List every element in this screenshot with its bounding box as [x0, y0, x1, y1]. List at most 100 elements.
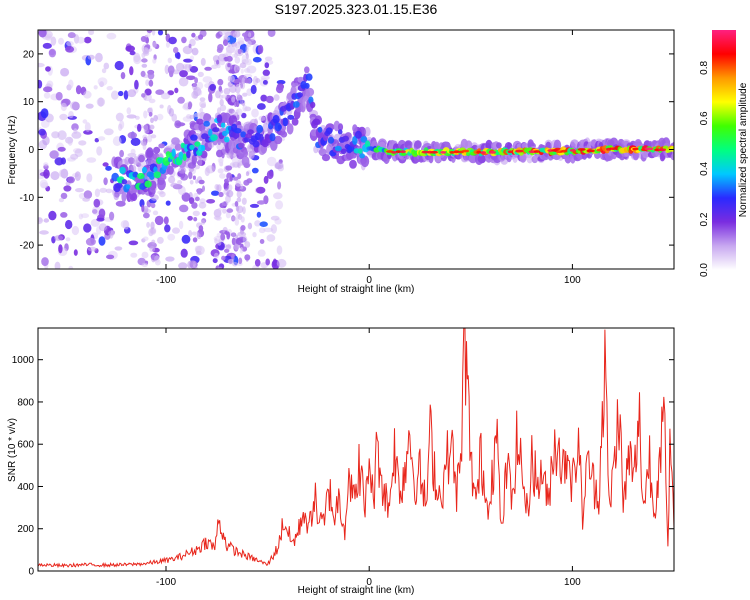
noise-blob [130, 252, 138, 258]
ridge-peak-blob [421, 150, 430, 154]
noise-blob [75, 188, 84, 193]
ridge-halo-blob [496, 142, 502, 149]
noise-blob [165, 256, 175, 262]
noise-blob [142, 134, 148, 140]
noise-column-blob [191, 202, 198, 209]
noise-blob [86, 173, 93, 183]
colorbar-tick-label: 0.6 [699, 111, 710, 125]
noise-blob [83, 90, 92, 99]
noise-blob [208, 92, 213, 103]
noise-column-blob [217, 168, 224, 174]
noise-blob [145, 79, 150, 86]
ridge-halo-blob [168, 175, 176, 184]
ridge-halo-blob [121, 190, 127, 203]
noise-blob [38, 30, 47, 38]
noise-blob [276, 258, 287, 268]
noise-column-blob [240, 68, 244, 74]
noise-column-blob [149, 227, 157, 235]
noise-blob [205, 165, 215, 174]
noise-blob [78, 140, 87, 146]
noise-column-blob [221, 94, 228, 99]
noise-column-blob [150, 202, 156, 209]
noise-column-blob [196, 81, 204, 90]
ridge-blob [200, 145, 206, 152]
ridge-halo-blob [305, 87, 315, 97]
noise-column-blob [234, 41, 241, 49]
noise-column-blob [218, 191, 224, 198]
noise-blob [83, 36, 92, 44]
noise-column-blob [198, 225, 204, 232]
noise-blob [167, 57, 172, 64]
ridge-halo-blob [131, 192, 138, 202]
ridge-peak-blob [658, 148, 667, 152]
ridge-halo-blob [360, 155, 370, 168]
noise-blob [103, 128, 114, 136]
ridge-blob [190, 134, 198, 141]
noise-column-blob [192, 175, 196, 180]
ridge-halo-blob [349, 159, 357, 169]
noise-blob [43, 169, 50, 179]
noise-blob [257, 44, 264, 55]
noise-column-blob [215, 90, 221, 99]
noise-blob [122, 220, 130, 230]
noise-column-blob [231, 237, 236, 246]
noise-blob [86, 157, 97, 163]
noise-blob [252, 232, 257, 238]
noise-blob [118, 90, 124, 97]
noise-blob [267, 30, 276, 37]
noise-column-blob [241, 77, 246, 85]
ridge-halo-blob [178, 167, 187, 174]
noise-blob [65, 237, 71, 242]
noise-blob [173, 46, 179, 54]
noise-column-blob [192, 83, 198, 91]
noise-column-blob [222, 208, 227, 214]
noise-blob [55, 91, 63, 101]
ridge-blob [360, 136, 368, 143]
snr-x-tick-label: 100 [564, 577, 581, 588]
noise-column-blob [221, 201, 229, 207]
noise-column-blob [188, 43, 192, 49]
noise-blob [65, 46, 75, 53]
noise-blob [262, 69, 270, 77]
noise-blob [252, 56, 262, 63]
noise-column-blob [197, 89, 203, 96]
noise-column-blob [199, 107, 204, 113]
snr-y-tick-label: 400 [17, 482, 34, 493]
noise-column-blob [142, 236, 149, 242]
noise-blob [108, 230, 115, 236]
ridge-blob [352, 135, 358, 145]
noise-blob [168, 108, 174, 117]
noise-column-blob [202, 185, 205, 192]
noise-column-blob [146, 30, 153, 34]
ridge-peak-blob [440, 151, 447, 154]
noise-blob [266, 170, 274, 180]
noise-column-blob [188, 64, 192, 70]
noise-column-blob [219, 89, 223, 94]
ridge-blob [115, 182, 123, 189]
noise-blob [209, 83, 217, 91]
noise-blob [137, 123, 142, 132]
noise-column-blob [141, 262, 148, 268]
chart-title: S197.2025.323.01.15.E36 [275, 1, 438, 17]
noise-column-blob [227, 41, 231, 48]
ridge-blob [148, 171, 155, 180]
noise-blob [183, 58, 193, 63]
noise-blob [159, 104, 164, 109]
noise-column-blob [214, 252, 219, 259]
noise-blob [123, 90, 129, 100]
noise-blob [251, 167, 259, 174]
noise-column-blob [247, 222, 253, 230]
noise-blob [94, 188, 100, 198]
noise-column-blob [246, 40, 252, 47]
ridge-halo-blob [228, 139, 235, 151]
ridge-halo-blob [207, 141, 215, 149]
colorbar: 0.0 0.2 0.4 0.6 0.8 Normalized spectral ampl… [699, 30, 749, 277]
snr-y-tick-label: 600 [17, 440, 34, 451]
noise-blob [103, 62, 110, 70]
noise-column-blob [236, 197, 242, 203]
noise-column-blob [144, 47, 149, 55]
noise-blob [67, 137, 73, 146]
noise-blob [60, 102, 67, 112]
noise-blob [48, 48, 57, 58]
